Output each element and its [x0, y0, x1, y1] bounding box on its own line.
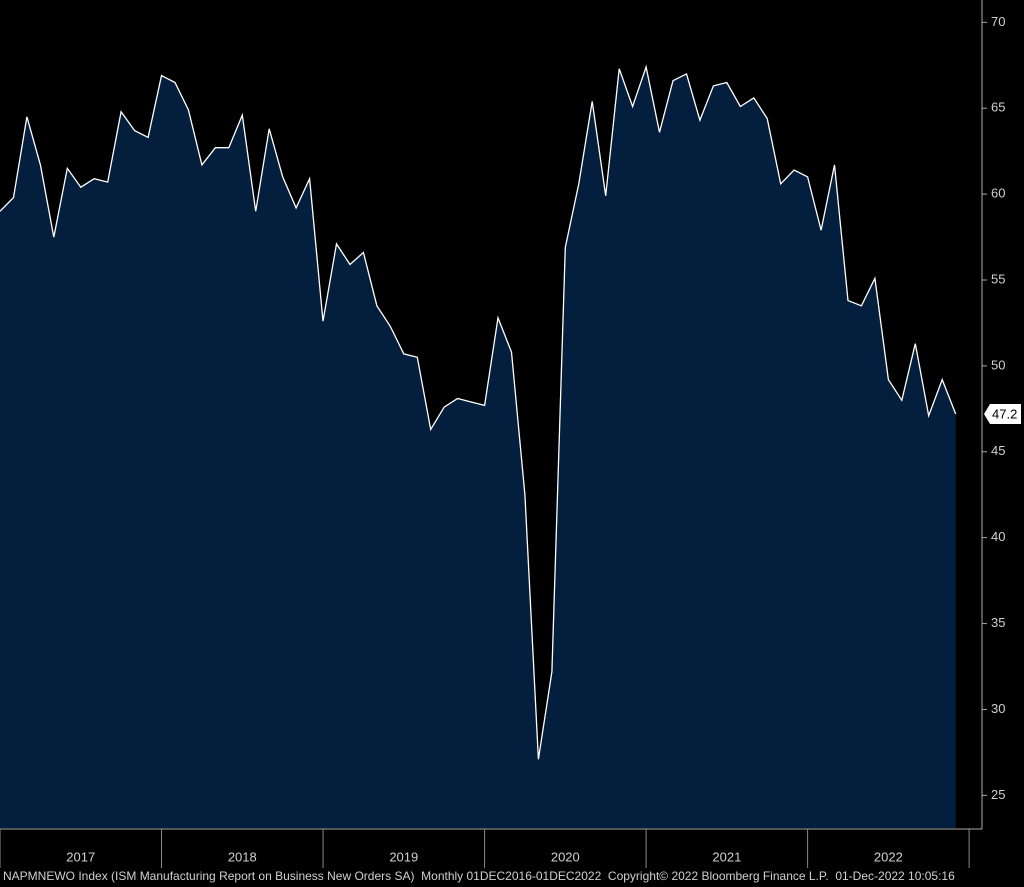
x-tick-label: 2022: [874, 849, 903, 864]
footer: NAPMNEWO Index (ISM Manufacturing Report…: [3, 869, 955, 883]
x-tick-label: 2018: [228, 849, 257, 864]
line: [0, 64, 957, 760]
y-tick-label: 40: [991, 529, 1005, 544]
last-value-tag: [984, 404, 1021, 424]
y-tick-label: 65: [991, 100, 1005, 115]
last-value-label: 47.2: [992, 406, 1017, 421]
x-tick-label: 2020: [551, 849, 580, 864]
x-tick-label: 2017: [66, 849, 95, 864]
y-tick-label: 35: [991, 615, 1005, 630]
x-tick-label: 2019: [389, 849, 418, 864]
y-tick-label: 30: [991, 701, 1005, 716]
y-tick-label: 70: [991, 14, 1005, 29]
y-tick-label: 60: [991, 186, 1005, 201]
x-tick-label: 2021: [712, 849, 741, 864]
y-tick-label: 45: [991, 443, 1005, 458]
y-tick-label: 55: [991, 271, 1005, 286]
y-tick-label: 25: [991, 787, 1005, 802]
area: [0, 67, 956, 828]
y-tick-label: 50: [991, 357, 1005, 372]
